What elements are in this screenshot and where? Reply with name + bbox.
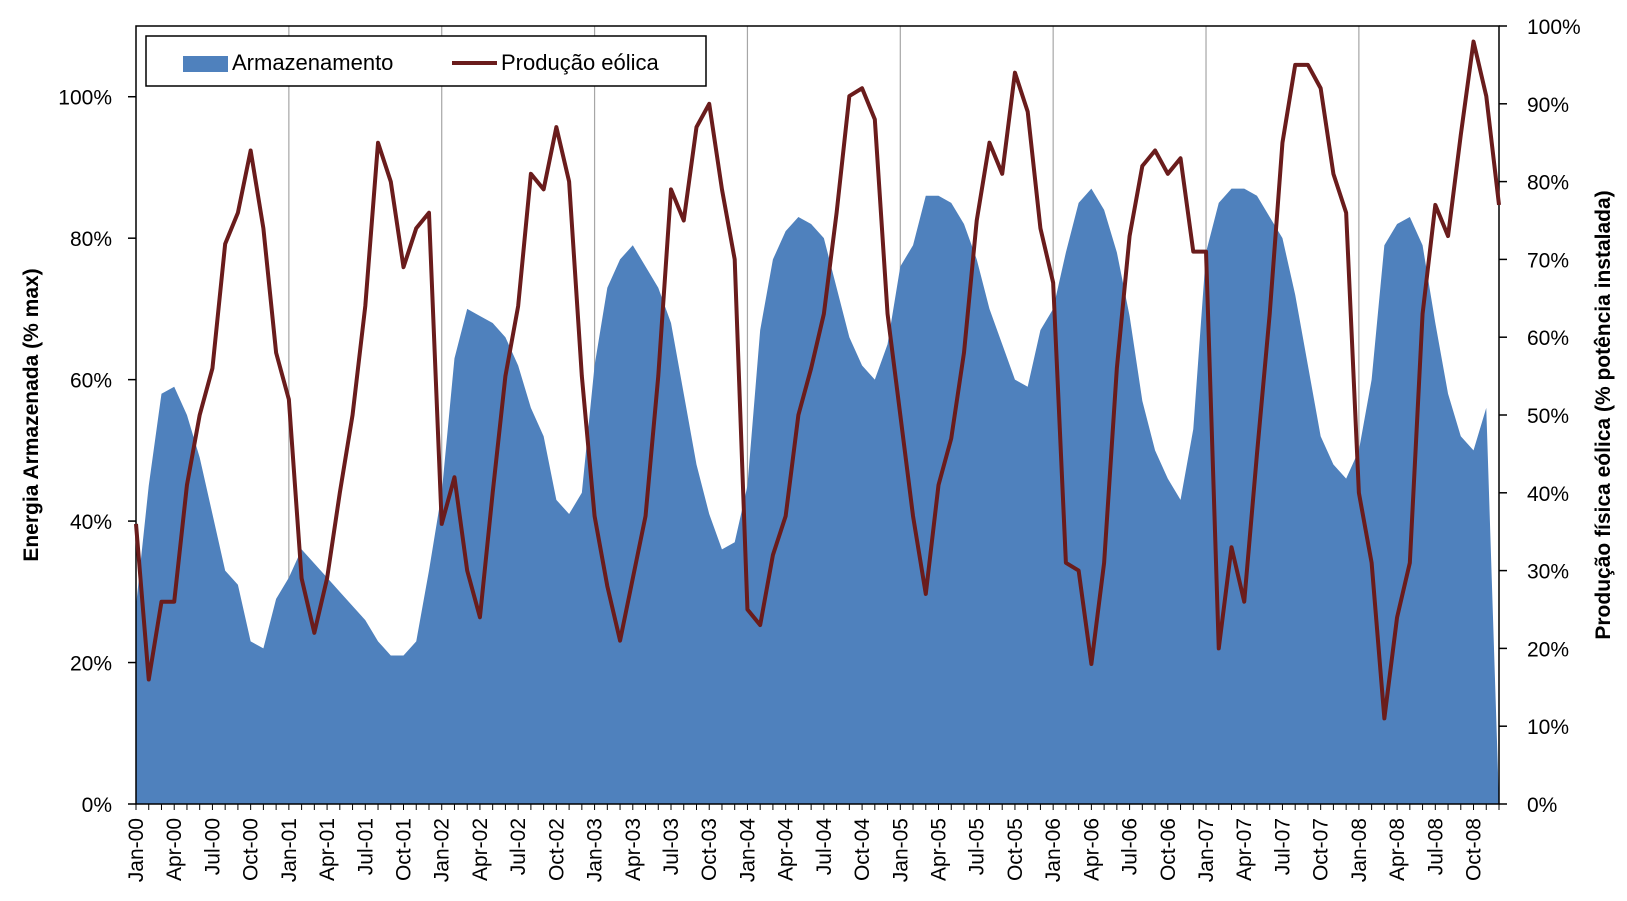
x-tick-label: Apr-00 xyxy=(163,818,186,881)
x-tick-label: Jan-00 xyxy=(125,818,148,882)
x-tick-label: Jul-00 xyxy=(201,818,224,875)
x-tick-label: Jul-07 xyxy=(1271,818,1294,875)
right-tick-label: 0% xyxy=(1527,794,1557,817)
right-tick-label: 60% xyxy=(1527,327,1569,350)
right-tick-label: 50% xyxy=(1527,405,1569,428)
legend: Armazenamento Produção eólica xyxy=(145,35,707,87)
x-tick-label: Jul-01 xyxy=(354,818,377,875)
x-tick-label: Jan-03 xyxy=(584,818,607,882)
x-tick-label: Jan-07 xyxy=(1195,818,1218,882)
x-tick-label: Oct-06 xyxy=(1157,818,1180,881)
series-line-producao-eolica xyxy=(134,39,1501,721)
right-axis-title: Produção física eólica (% potência insta… xyxy=(1592,190,1615,639)
x-tick-label: Jul-03 xyxy=(660,818,683,875)
x-tick-label: Apr-02 xyxy=(469,818,492,881)
left-tick-label: 80% xyxy=(70,228,112,251)
x-tick-label: Jul-08 xyxy=(1424,818,1447,875)
x-tick-label: Oct-01 xyxy=(393,818,416,881)
right-tick-label: 100% xyxy=(1527,16,1581,39)
x-tick-label: Jan-04 xyxy=(736,818,759,883)
x-tick-label: Jan-08 xyxy=(1348,818,1371,882)
x-tick-label: Oct-08 xyxy=(1463,818,1486,881)
legend-box xyxy=(145,35,707,87)
x-tick-label: Apr-07 xyxy=(1233,818,1256,881)
x-tick-label: Oct-00 xyxy=(240,818,263,881)
left-tick-label: 100% xyxy=(58,87,112,110)
x-tick-label: Apr-04 xyxy=(775,818,798,881)
x-tick-label: Oct-05 xyxy=(1004,818,1027,881)
series-area-armazenamento xyxy=(136,188,1499,805)
left-tick-label: 40% xyxy=(70,511,112,534)
x-tick-label: Jul-05 xyxy=(966,818,989,875)
left-tick-label: 60% xyxy=(70,370,112,393)
legend-label-armazenamento: Armazenamento xyxy=(232,50,393,75)
right-axis-ticks: 0% 10% 20% 30% 40% 50% 60% 70% 80% 90% 100% xyxy=(1499,16,1581,817)
x-axis-ticks: Jan-00 Apr-00 Jul-00 Oct-00 Jan-01 Apr-01 Jul-… xyxy=(125,804,1500,883)
x-tick-label: Apr-01 xyxy=(316,818,339,881)
left-axis-ticks: 0% 20% 40% 60% 80% 100% xyxy=(58,87,136,817)
legend-swatch-armazenamento xyxy=(183,56,228,72)
left-tick-label: 0% xyxy=(82,794,112,817)
x-tick-label: Apr-06 xyxy=(1080,818,1103,881)
x-tick-label: Jan-05 xyxy=(889,818,912,882)
x-tick-label: Jul-04 xyxy=(813,818,836,876)
x-tick-label: Oct-04 xyxy=(851,818,874,881)
x-tick-label: Oct-03 xyxy=(698,818,721,881)
left-tick-label: 20% xyxy=(70,653,112,676)
x-tick-label: Apr-08 xyxy=(1386,818,1409,881)
x-tick-label: Apr-05 xyxy=(928,818,951,881)
x-tick-label: Jan-06 xyxy=(1042,818,1065,882)
right-tick-label: 40% xyxy=(1527,483,1569,506)
x-tick-label: Jul-06 xyxy=(1119,818,1142,875)
x-tick-label: Oct-02 xyxy=(545,818,568,881)
left-axis-title: Energia Armazenada (% max) xyxy=(20,268,43,561)
x-tick-label: Jan-02 xyxy=(431,818,454,882)
legend-label-producao-eolica: Produção eólica xyxy=(501,50,660,75)
x-tick-label: Jan-01 xyxy=(278,818,301,882)
right-tick-label: 80% xyxy=(1527,172,1569,195)
right-tick-label: 90% xyxy=(1527,94,1569,117)
x-tick-label: Oct-07 xyxy=(1310,818,1333,881)
right-tick-label: 30% xyxy=(1527,561,1569,584)
x-tick-label: Apr-03 xyxy=(622,818,645,881)
right-tick-label: 10% xyxy=(1527,716,1569,739)
x-tick-label: Jul-02 xyxy=(507,818,530,875)
right-tick-label: 20% xyxy=(1527,638,1569,661)
right-tick-label: 70% xyxy=(1527,249,1569,272)
